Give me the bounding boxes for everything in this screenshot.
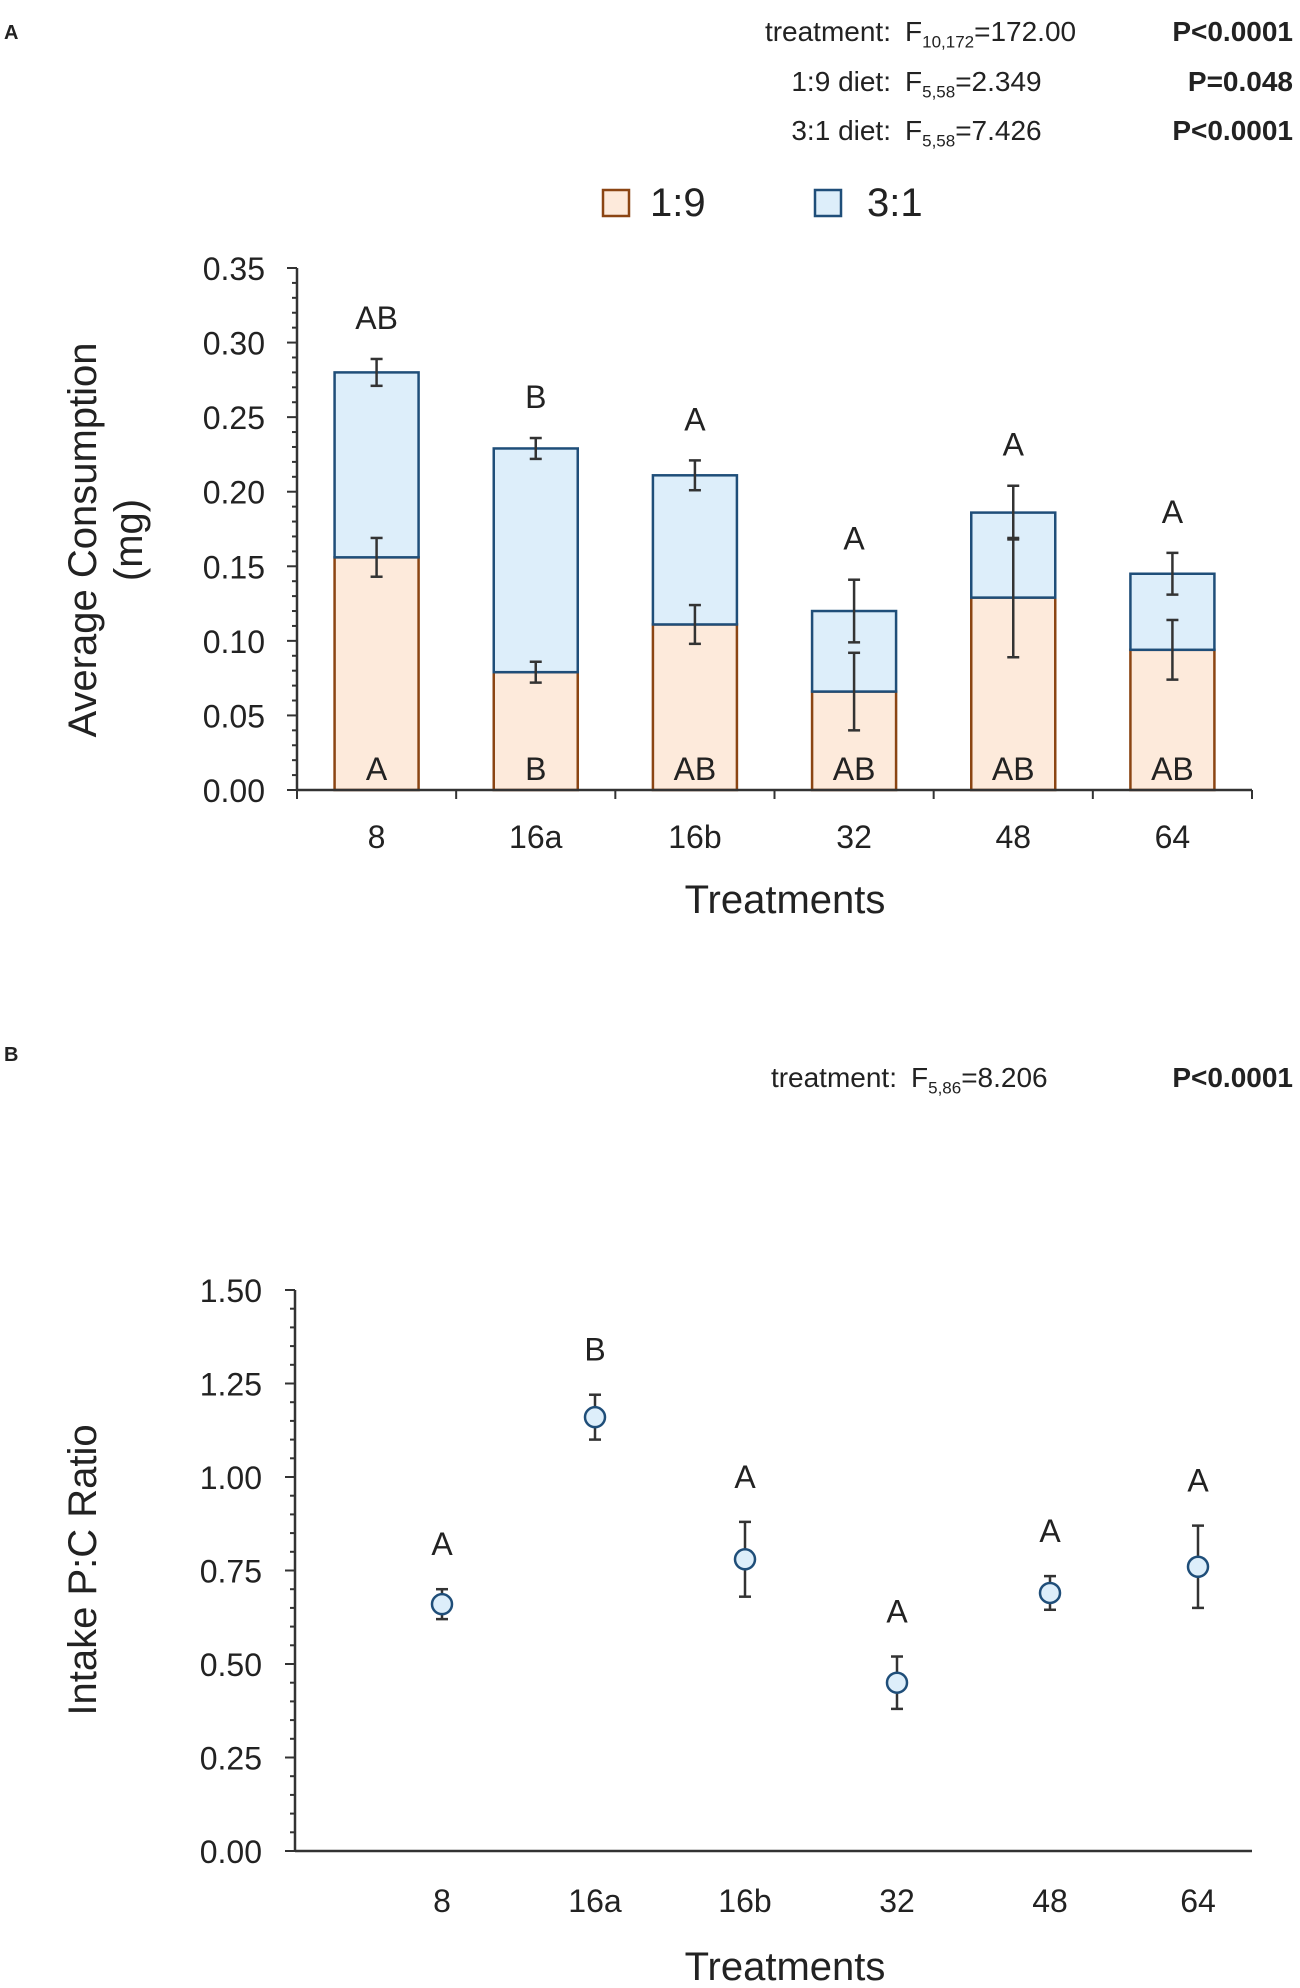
stat-row-19-diet: 1:9 diet: F5,58=2.349 P=0.048 [765, 62, 1293, 112]
significance-letter-64: A [1187, 1463, 1209, 1499]
panel-a-label: A [4, 22, 19, 44]
significance-letter-48: A [1039, 1513, 1061, 1549]
significance-letter-16b: A [734, 1459, 756, 1495]
y-tick-label: 0.10 [203, 624, 265, 660]
x-axis-title: Treatments [685, 878, 886, 922]
bottom-letter-32: AB [833, 751, 876, 787]
x-tick-label-32: 32 [879, 1883, 915, 1919]
stat-row-31-diet: 3:1 diet: F5,58=7.426 P<0.0001 [765, 111, 1293, 161]
error-bar-31-16b [688, 459, 701, 492]
error-bar-19-32 [848, 651, 861, 732]
significance-letter-16a: B [584, 1332, 605, 1368]
significance-letter-8: A [431, 1526, 453, 1562]
data-point-32 [885, 1671, 909, 1694]
significance-letter-32: A [886, 1594, 908, 1630]
y-tick-label: 1.50 [200, 1273, 262, 1309]
panel-b-label: B [4, 1044, 19, 1066]
stat-p-value: P<0.0001 [1172, 1062, 1293, 1093]
y-axis-title-line-1: Average Consumption [61, 342, 105, 737]
bottom-letter-64: AB [1151, 751, 1194, 787]
legend: 1:9 3:1 [601, 181, 923, 225]
y-tick-label: 0.00 [203, 773, 265, 809]
stat-row-treatment: treatment: F5,86=8.206 P<0.0001 [771, 1058, 1293, 1108]
top-letter-64: A [1162, 494, 1184, 530]
y-tick-label: 0.20 [203, 475, 265, 511]
legend-label-19: 1:9 [650, 181, 706, 225]
y-tick-label: 0.35 [203, 251, 265, 287]
error-bar-31-16a [529, 436, 542, 461]
data-point-64 [1186, 1555, 1210, 1579]
x-tick-label-64: 64 [1180, 1883, 1216, 1919]
bar-31-8 [333, 371, 420, 559]
error-bar-31-32 [848, 578, 861, 644]
error-bar-19-8 [370, 536, 383, 578]
stat-name: treatment: [764, 16, 891, 47]
y-axis-title: Average Consumption(mg) [61, 342, 151, 737]
y-tick-label: 0.75 [200, 1554, 262, 1590]
panel-a-statistics: treatment: F10,172=172.00 P<0.0001 1:9 d… [765, 12, 1293, 161]
top-letter-8: AB [355, 300, 398, 336]
bar-31-16b [651, 474, 739, 626]
stat-p-value: P<0.0001 [1172, 16, 1293, 47]
y-tick-label: 0.25 [200, 1741, 262, 1777]
y-tick-label: 0.50 [200, 1647, 262, 1683]
stat-name: treatment: [770, 1062, 897, 1093]
bottom-letter-16b: AB [674, 751, 717, 787]
stat-row-treatment: treatment: F10,172=172.00 P<0.0001 [765, 12, 1293, 62]
stat-f-value: F5,86=8.206 [911, 1062, 1048, 1098]
bottom-letter-8: A [366, 751, 388, 787]
y-tick-label: 0.15 [203, 549, 265, 585]
y-tick-label: 1.00 [200, 1460, 262, 1496]
stat-f-value: F10,172=172.00 [905, 16, 1077, 52]
x-tick-label-48: 48 [995, 819, 1031, 855]
error-bar-19-16b [688, 603, 701, 646]
y-tick-label: 0.05 [203, 698, 265, 734]
stat-name: 3:1 diet: [791, 115, 891, 147]
x-tick-label-16b: 16b [718, 1883, 771, 1919]
data-point-48 [1038, 1581, 1062, 1605]
stat-f-value: F5,58=2.349 [905, 65, 1042, 102]
x-tick-label-8: 8 [368, 819, 386, 855]
y-tick-label: 0.00 [200, 1834, 262, 1870]
x-tick-label-8: 8 [433, 1883, 451, 1919]
stat-name: 1:9 diet: [791, 65, 891, 97]
bar-19-16b [651, 623, 739, 792]
error-bar-19-16a [529, 660, 542, 684]
y-axis-title-line-2: (mg) [107, 499, 151, 581]
data-point-16b [733, 1548, 757, 1571]
data-point-16a [583, 1405, 607, 1429]
top-letter-32: A [843, 521, 865, 557]
error-bar-31-8 [370, 357, 383, 388]
y-tick-label: 0.25 [203, 400, 265, 436]
top-letter-16b: A [684, 401, 706, 437]
error-bar-31-48 [1007, 484, 1020, 541]
x-tick-label-32: 32 [836, 819, 872, 855]
stat-p-value: P=0.048 [1187, 65, 1293, 97]
x-tick-label-16a: 16a [509, 819, 563, 855]
top-letter-16a: B [525, 379, 546, 415]
stat-p-value: P<0.0001 [1172, 115, 1293, 147]
legend-swatch-19 [601, 188, 631, 218]
legend-swatch-31 [813, 188, 843, 218]
data-point-8 [430, 1592, 454, 1616]
error-bar-19-64 [1166, 618, 1179, 681]
stat-f-value: F5,58=7.426 [905, 115, 1042, 151]
top-letter-48: A [1003, 427, 1025, 463]
bottom-letter-16a: B [525, 751, 546, 787]
bottom-letter-48: AB [992, 751, 1035, 787]
stacked-bar-chart: 1:9 3:1 AB A 8 B B 16a A AB 16b A AB 32 A AB 48 A AB 64 0.00… [61, 181, 1253, 922]
x-tick-label-64: 64 [1155, 819, 1191, 855]
x-tick-label-16a: 16a [568, 1883, 622, 1919]
y-axis-title: Intake P:C Ratio [61, 1424, 105, 1715]
y-tick-label: 0.30 [203, 326, 265, 362]
x-tick-label-16b: 16b [668, 819, 721, 855]
y-tick-label: 1.25 [200, 1367, 262, 1403]
x-tick-label-48: 48 [1032, 1883, 1068, 1919]
x-axis-title: Treatments [685, 1945, 886, 1988]
legend-label-31: 3:1 [867, 181, 923, 225]
panel-b-statistics: treatment: F5,86=8.206 P<0.0001 [771, 1058, 1293, 1108]
error-bar-31-64 [1166, 551, 1179, 596]
